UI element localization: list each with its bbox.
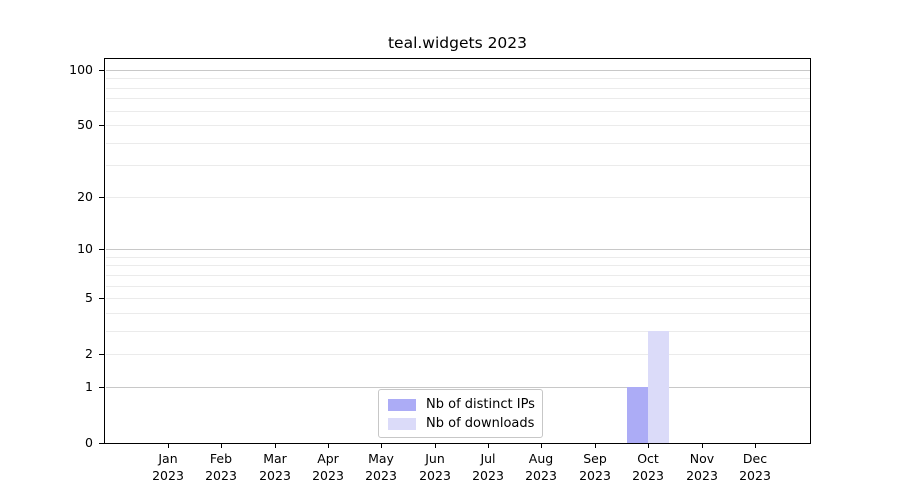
y-gridline xyxy=(106,111,810,112)
y-gridline xyxy=(106,78,810,79)
y-tick-label: 1 xyxy=(85,379,93,394)
y-gridline xyxy=(106,88,810,89)
x-tick-label: Jul 2023 xyxy=(472,451,504,483)
x-tick-mark xyxy=(275,444,276,448)
legend-item-downloads: Nb of downloads xyxy=(388,415,535,432)
x-tick-mark xyxy=(702,444,703,448)
legend-label: Nb of distinct IPs xyxy=(426,396,535,412)
y-gridline xyxy=(106,143,810,144)
y-gridline xyxy=(106,197,810,198)
legend-label: Nb of downloads xyxy=(426,415,535,431)
x-tick-label: Sep 2023 xyxy=(579,451,611,483)
y-tick-mark xyxy=(99,298,104,299)
y-tick-label: 100 xyxy=(69,62,93,77)
y-gridline xyxy=(106,331,810,332)
x-tick-mark xyxy=(541,444,542,448)
bar-distinct-ips xyxy=(627,386,649,443)
y-gridline xyxy=(106,257,810,258)
y-gridline xyxy=(106,165,810,166)
legend: Nb of distinct IPs Nb of downloads xyxy=(378,389,543,438)
x-tick-mark xyxy=(221,444,222,448)
y-gridline xyxy=(106,313,810,314)
x-tick-mark xyxy=(755,444,756,448)
x-tick-mark xyxy=(381,444,382,448)
x-tick-label: May 2023 xyxy=(365,451,397,483)
y-tick-label: 10 xyxy=(77,241,93,256)
y-tick-mark xyxy=(99,70,104,71)
chart-title: teal.widgets 2023 xyxy=(387,34,528,52)
x-tick-label: Jan 2023 xyxy=(152,451,184,483)
y-gridline xyxy=(106,70,810,71)
x-tick-mark xyxy=(435,444,436,448)
y-tick-label: 0 xyxy=(85,435,93,450)
x-tick-mark xyxy=(488,444,489,448)
legend-item-distinct-ips: Nb of distinct IPs xyxy=(388,396,535,413)
x-tick-mark xyxy=(648,444,649,448)
y-tick-mark xyxy=(99,125,104,126)
y-gridline xyxy=(106,98,810,99)
x-tick-mark xyxy=(595,444,596,448)
x-tick-label: Oct 2023 xyxy=(632,451,664,483)
y-tick-label: 50 xyxy=(77,117,93,132)
x-tick-label: Feb 2023 xyxy=(205,451,237,483)
y-gridline xyxy=(106,275,810,276)
y-tick-label: 20 xyxy=(77,189,93,204)
x-tick-label: Dec 2023 xyxy=(739,451,771,483)
y-tick-label: 5 xyxy=(85,290,93,305)
downloads-swatch-icon xyxy=(388,417,416,430)
y-tick-mark xyxy=(99,197,104,198)
y-gridline xyxy=(106,265,810,266)
y-tick-label: 2 xyxy=(85,346,93,361)
y-gridline xyxy=(106,354,810,355)
x-tick-mark xyxy=(328,444,329,448)
y-gridline xyxy=(106,298,810,299)
bar-downloads xyxy=(648,330,670,443)
x-tick-label: Mar 2023 xyxy=(259,451,291,483)
y-tick-mark xyxy=(99,443,104,444)
x-tick-mark xyxy=(168,444,169,448)
y-gridline xyxy=(106,387,810,388)
distinct-ips-swatch-icon xyxy=(388,398,416,411)
x-tick-label: Apr 2023 xyxy=(312,451,344,483)
plot-area xyxy=(104,58,811,444)
y-gridline xyxy=(106,286,810,287)
y-tick-mark xyxy=(99,387,104,388)
y-gridline xyxy=(106,125,810,126)
x-tick-label: Jun 2023 xyxy=(419,451,451,483)
y-tick-mark xyxy=(99,354,104,355)
y-tick-mark xyxy=(99,249,104,250)
x-tick-label: Nov 2023 xyxy=(686,451,718,483)
y-gridline xyxy=(106,249,810,250)
x-tick-label: Aug 2023 xyxy=(525,451,557,483)
